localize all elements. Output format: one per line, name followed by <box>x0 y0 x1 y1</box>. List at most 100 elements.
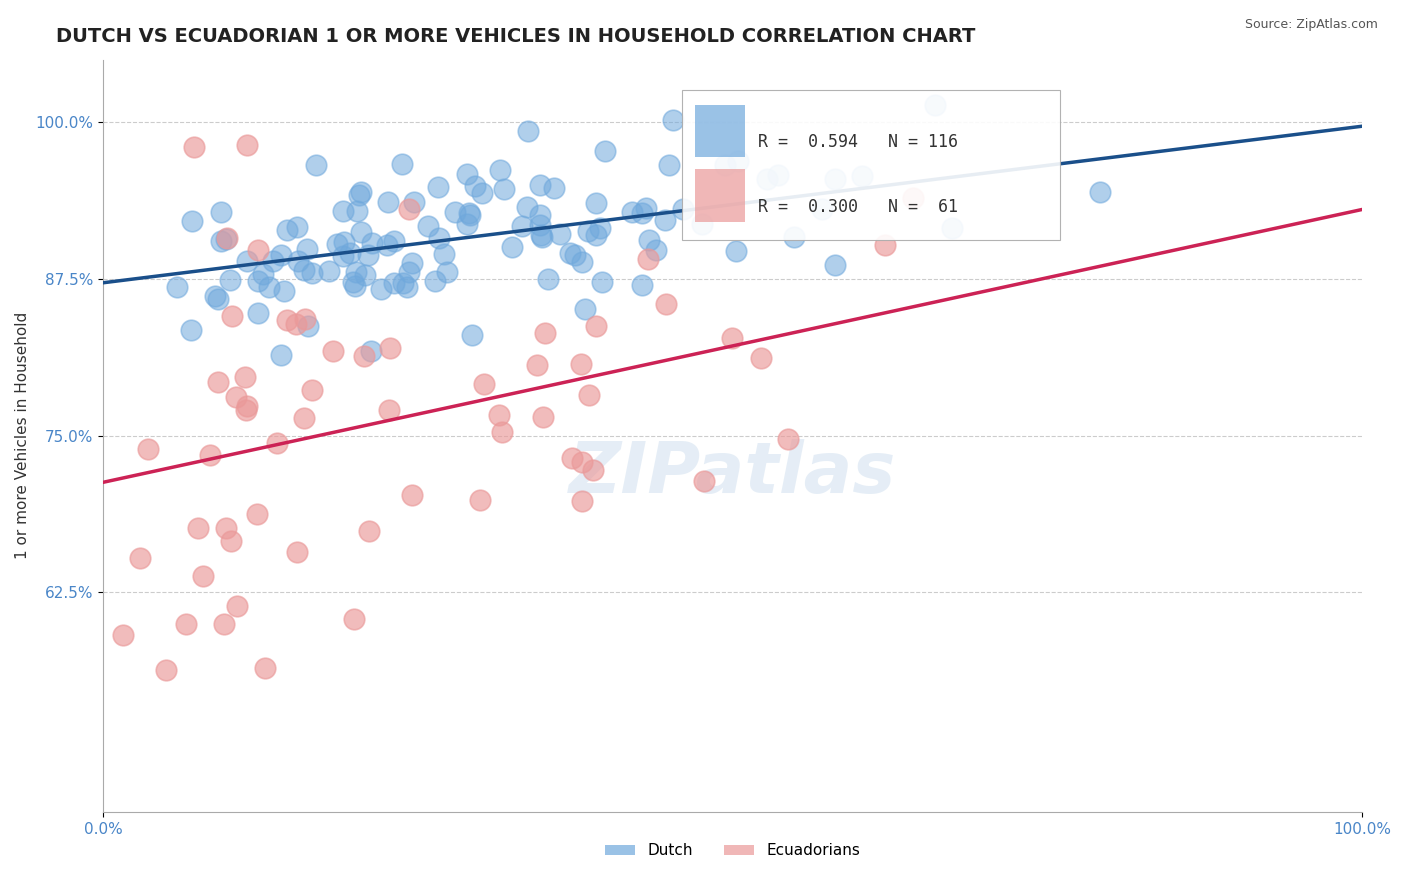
Point <box>219 273 242 287</box>
Point <box>564 248 586 262</box>
Point <box>571 455 593 469</box>
Point <box>543 181 565 195</box>
Point <box>375 237 398 252</box>
Point <box>246 507 269 521</box>
Point <box>276 223 298 237</box>
Point <box>471 186 494 200</box>
Point <box>461 327 484 342</box>
Point <box>418 219 440 234</box>
Point <box>262 253 284 268</box>
Point <box>658 158 681 172</box>
Point <box>180 213 202 227</box>
Point <box>332 204 354 219</box>
Point <box>578 388 600 402</box>
Point <box>924 97 946 112</box>
FancyBboxPatch shape <box>695 169 745 222</box>
Point <box>326 236 349 251</box>
Point <box>292 411 315 425</box>
Point <box>233 370 256 384</box>
Point <box>276 313 298 327</box>
Point <box>378 402 401 417</box>
Point <box>236 399 259 413</box>
Point <box>225 390 247 404</box>
Point <box>526 359 548 373</box>
Point <box>253 661 276 675</box>
Point <box>247 274 270 288</box>
Point <box>516 200 538 214</box>
Point <box>294 311 316 326</box>
Point <box>357 524 380 538</box>
Text: ZIPatlas: ZIPatlas <box>569 439 897 508</box>
Point <box>661 113 683 128</box>
FancyBboxPatch shape <box>695 104 745 157</box>
Point <box>297 319 319 334</box>
Y-axis label: 1 or more Vehicles in Household: 1 or more Vehicles in Household <box>15 312 30 559</box>
Point <box>654 213 676 227</box>
Point <box>558 245 581 260</box>
Point <box>501 240 523 254</box>
Point <box>571 494 593 508</box>
Point <box>346 204 368 219</box>
Point <box>404 194 426 209</box>
Point <box>903 191 925 205</box>
Point <box>591 275 613 289</box>
Point <box>353 349 375 363</box>
Point <box>292 263 315 277</box>
Point <box>270 248 292 262</box>
Point <box>343 612 366 626</box>
Point <box>398 202 420 216</box>
Point <box>129 551 152 566</box>
Point <box>851 169 873 184</box>
Point <box>724 244 747 259</box>
Point <box>183 139 205 153</box>
Point <box>382 277 405 291</box>
Point <box>472 376 495 391</box>
Point <box>630 205 652 219</box>
Point <box>187 521 209 535</box>
Point <box>270 348 292 362</box>
Point <box>457 217 479 231</box>
Point <box>433 247 456 261</box>
Legend: Dutch, Ecuadorians: Dutch, Ecuadorians <box>599 838 866 864</box>
Point <box>209 235 232 249</box>
Point <box>180 323 202 337</box>
Point <box>204 289 226 303</box>
Point <box>401 255 423 269</box>
Text: Source: ZipAtlas.com: Source: ZipAtlas.com <box>1244 18 1378 31</box>
Point <box>644 244 666 258</box>
Point <box>636 201 658 215</box>
Point <box>585 196 607 211</box>
Point <box>778 432 800 446</box>
Point <box>458 205 481 219</box>
Point <box>191 569 214 583</box>
Point <box>488 408 510 422</box>
Point <box>756 172 779 186</box>
Point <box>533 326 555 340</box>
Point <box>378 342 401 356</box>
Point <box>574 302 596 317</box>
Point <box>517 124 540 138</box>
Point <box>569 357 592 371</box>
Point <box>111 627 134 641</box>
Point <box>370 282 392 296</box>
Point <box>714 158 737 172</box>
Point <box>468 492 491 507</box>
Point <box>529 208 551 222</box>
Point <box>207 376 229 390</box>
Point <box>693 474 716 488</box>
Point <box>510 219 533 234</box>
Text: R =  0.594   N = 116: R = 0.594 N = 116 <box>758 133 957 152</box>
Point <box>361 236 384 251</box>
Point <box>427 180 450 194</box>
Point <box>215 521 238 535</box>
Point <box>582 462 605 476</box>
Point <box>235 254 257 268</box>
Point <box>246 243 269 257</box>
Point <box>589 220 612 235</box>
Point <box>287 545 309 559</box>
Point <box>429 230 451 244</box>
Point <box>576 224 599 238</box>
Point <box>301 383 323 397</box>
Point <box>226 599 249 613</box>
Point <box>339 246 361 260</box>
